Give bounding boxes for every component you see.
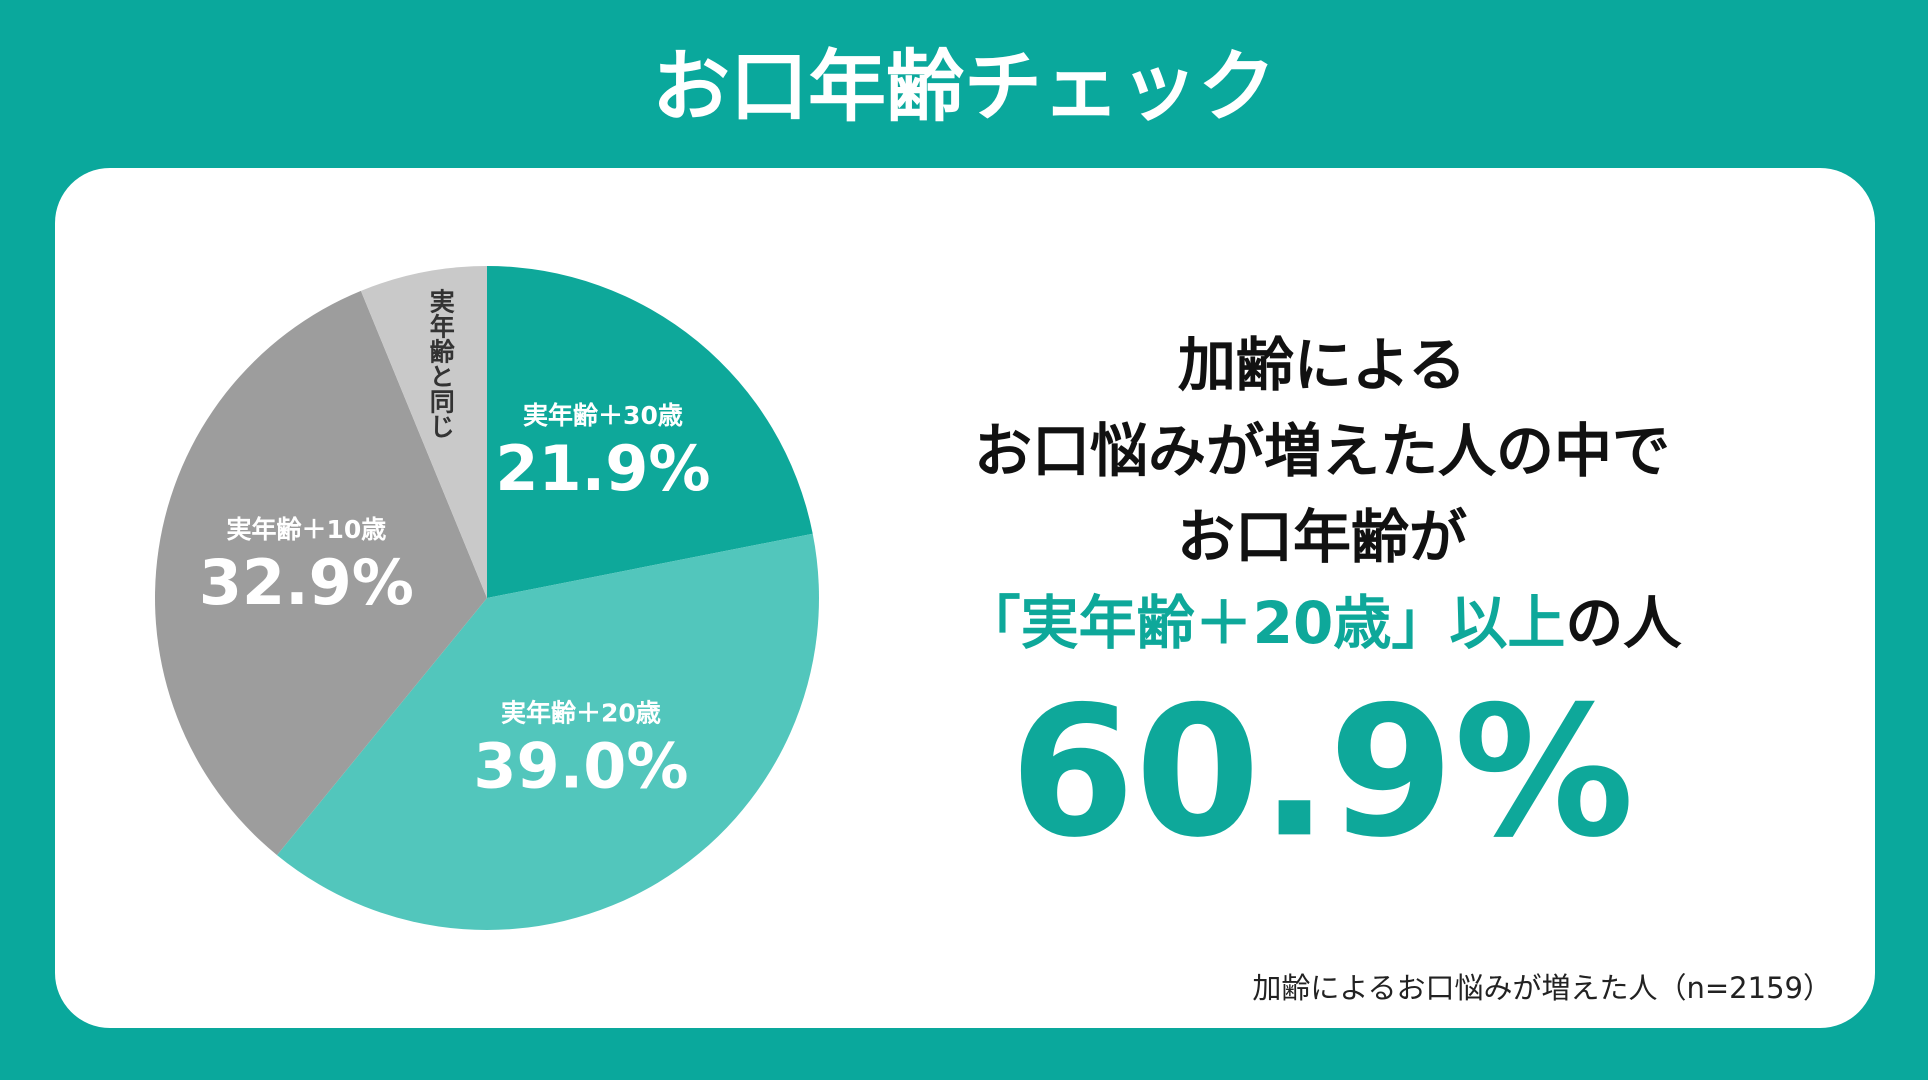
headline: お口悩みが増えた人の中で [974,417,1670,485]
slice-label: 実年齢と同じ [426,288,455,438]
headline: お口年齢が [1177,503,1467,571]
pie-slice [155,290,488,856]
slice-label: 実年齢＋10歳 [226,515,386,544]
headline-rest: の人 [1565,589,1682,657]
value-label: 39.0% [473,730,688,803]
pie-slice [360,266,487,598]
value-label: 32.9% [199,546,414,619]
big-figure: 60.9% [1010,668,1634,877]
chart-title: お口年齢チェック [652,42,1276,132]
pie-slice [276,533,819,930]
headline: 加齢による [1178,331,1466,399]
value-label: 21.9% [495,432,710,505]
slice-label: 実年齢＋20歳 [501,699,661,728]
headline: 「実年齢＋20歳」以上の人 [963,589,1683,657]
pie-slice [487,266,813,598]
note: 加齢によるお口悩みが増えた人（n=2159） [1252,971,1832,1005]
headline-accent: 「実年齢＋20歳」以上 [963,589,1566,657]
slice-label: 実年齢＋30歳 [523,401,683,430]
